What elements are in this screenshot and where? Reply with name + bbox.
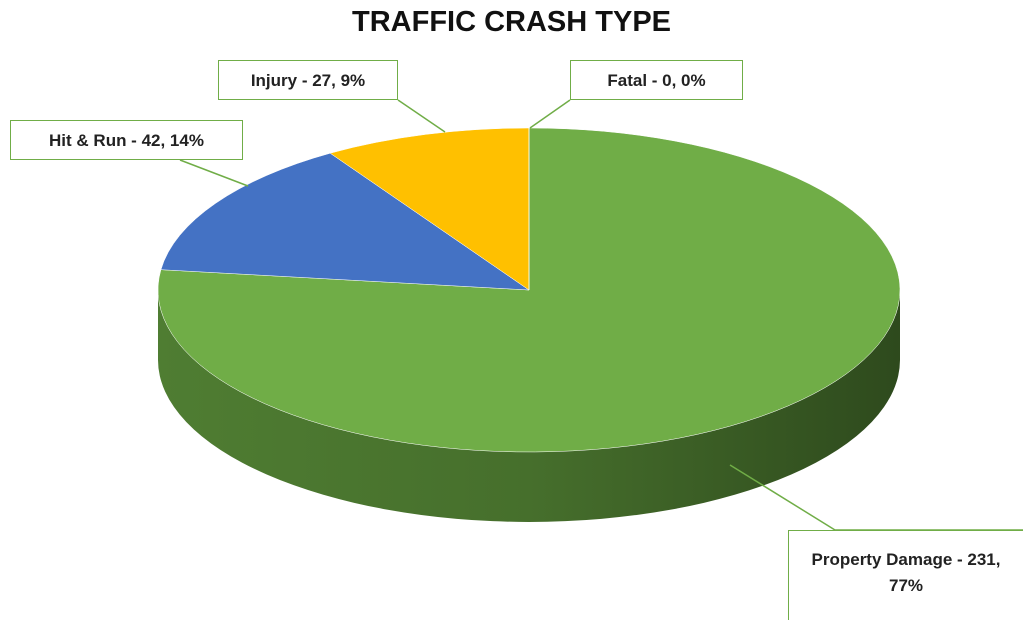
leader-line <box>529 99 571 129</box>
pie-slice <box>157 127 901 453</box>
data-label: Fatal - 0, 0% <box>570 60 743 100</box>
pie-slice <box>329 127 530 291</box>
data-label: Hit & Run - 42, 14% <box>10 120 243 160</box>
pie-side <box>158 290 900 522</box>
data-label: Property Damage - 231, 77% <box>788 530 1023 620</box>
data-label: Injury - 27, 9% <box>218 60 398 100</box>
pie-slice <box>160 152 530 291</box>
chart-title: TRAFFIC CRASH TYPE <box>352 6 671 38</box>
leader-line <box>179 159 249 187</box>
leader-line <box>397 99 446 133</box>
